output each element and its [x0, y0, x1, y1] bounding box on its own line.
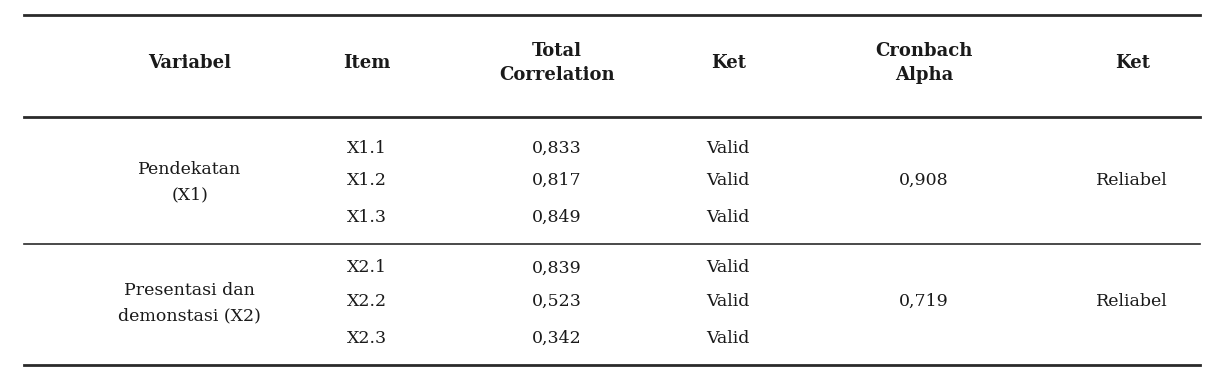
Text: Ket: Ket	[1115, 54, 1149, 72]
Text: Valid: Valid	[706, 330, 750, 347]
Text: Valid: Valid	[706, 259, 750, 276]
Text: Variabel: Variabel	[148, 54, 231, 72]
Text: 0,908: 0,908	[900, 172, 949, 189]
Text: Valid: Valid	[706, 140, 750, 157]
Text: 0,849: 0,849	[532, 209, 581, 226]
Text: Valid: Valid	[706, 209, 750, 226]
Text: 0,833: 0,833	[532, 140, 581, 157]
Text: Valid: Valid	[706, 293, 750, 310]
Text: Reliabel: Reliabel	[1097, 172, 1168, 189]
Text: 0,342: 0,342	[532, 330, 581, 347]
Text: X2.2: X2.2	[348, 293, 387, 310]
Text: X2.3: X2.3	[348, 330, 387, 347]
Text: X1.1: X1.1	[348, 140, 387, 157]
Text: Pendekatan
(X1): Pendekatan (X1)	[138, 161, 241, 203]
Text: Presentasi dan
demonstasi (X2): Presentasi dan demonstasi (X2)	[119, 282, 261, 324]
Text: Valid: Valid	[706, 172, 750, 189]
Text: Cronbach
Alpha: Cronbach Alpha	[875, 42, 973, 84]
Text: 0,523: 0,523	[532, 293, 581, 310]
Text: Total
Correlation: Total Correlation	[499, 42, 614, 84]
Text: X1.2: X1.2	[348, 172, 387, 189]
Text: 0,839: 0,839	[532, 259, 581, 276]
Text: 0,817: 0,817	[532, 172, 581, 189]
Text: X1.3: X1.3	[348, 209, 387, 226]
Text: X2.1: X2.1	[348, 259, 387, 276]
Text: Reliabel: Reliabel	[1097, 293, 1168, 310]
Text: Item: Item	[344, 54, 390, 72]
Text: 0,719: 0,719	[900, 293, 949, 310]
Text: Ket: Ket	[711, 54, 745, 72]
